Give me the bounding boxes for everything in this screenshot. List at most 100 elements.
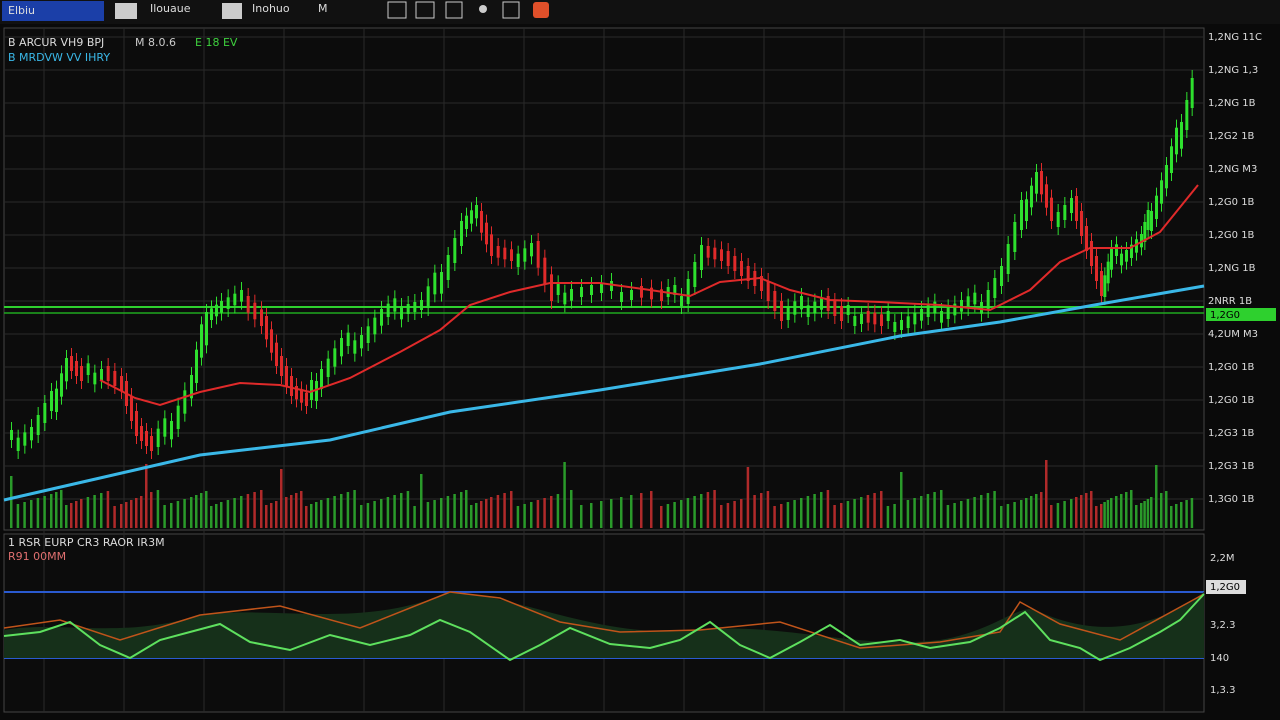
candle xyxy=(140,426,143,441)
candle xyxy=(1155,195,1158,219)
candle xyxy=(50,391,53,411)
volume-bar xyxy=(550,496,553,528)
volume xyxy=(10,460,1194,528)
volume-bar xyxy=(866,495,870,528)
candle xyxy=(86,363,90,375)
volume-bar xyxy=(315,502,318,528)
indicator-axis-label: 140 xyxy=(1210,653,1229,664)
volume-bar xyxy=(453,494,456,528)
toolbar xyxy=(0,0,1280,24)
volume-bar xyxy=(205,491,208,528)
volume-bar xyxy=(275,501,278,528)
volume-bar xyxy=(226,500,230,528)
legend-text: B ARCUR VH9 BPJ xyxy=(8,36,104,49)
candle xyxy=(1130,244,1133,258)
candle xyxy=(893,322,897,332)
candle xyxy=(1160,180,1163,204)
volume-bar xyxy=(386,497,390,528)
candle xyxy=(190,375,193,399)
volume-bar xyxy=(1115,496,1118,528)
volume-bar xyxy=(360,505,363,528)
volume-bar xyxy=(1190,498,1194,528)
candle xyxy=(346,332,350,346)
volume-bar xyxy=(940,490,943,528)
candle xyxy=(640,286,643,298)
candle xyxy=(1190,78,1194,108)
candle xyxy=(305,392,308,406)
toolbar-icon[interactable] xyxy=(115,3,137,19)
volume-bar xyxy=(590,503,593,528)
volume-bar xyxy=(170,503,173,528)
candle xyxy=(426,286,430,308)
candle xyxy=(156,428,160,447)
candle xyxy=(220,301,223,313)
volume-bar xyxy=(1090,491,1093,528)
toolbar-badge[interactable] xyxy=(2,1,104,21)
volume-bar xyxy=(713,490,716,528)
volume-bar xyxy=(1146,499,1150,528)
candle xyxy=(265,316,268,340)
volume-bar xyxy=(1185,500,1188,528)
volume-bar xyxy=(880,491,883,528)
volume-bar xyxy=(1120,494,1123,528)
candle xyxy=(36,415,40,435)
volume-bar xyxy=(563,462,566,528)
toolbar-icon[interactable] xyxy=(415,1,435,19)
volume-bar xyxy=(543,498,546,528)
candle xyxy=(980,302,983,314)
candle xyxy=(516,253,520,267)
toolbar-icon[interactable] xyxy=(502,1,520,19)
volume-bar xyxy=(1063,501,1066,528)
volume-bar xyxy=(1035,494,1038,528)
volume-bar xyxy=(1140,503,1143,528)
volume-bar xyxy=(406,491,410,528)
toolbar-item[interactable]: M xyxy=(318,2,328,15)
indicator-axis-label: 2,2M xyxy=(1210,553,1235,564)
candle xyxy=(183,390,187,414)
candle xyxy=(900,320,903,330)
volume-bar xyxy=(295,493,298,528)
volume-bar xyxy=(873,493,876,528)
volume-bar xyxy=(720,505,723,528)
candle xyxy=(973,292,977,305)
toolbar-item[interactable]: Ilouaue xyxy=(150,2,191,15)
toolbar-icon[interactable] xyxy=(479,5,487,13)
volume-bar xyxy=(1170,506,1173,528)
price-axis-label: 1,2G0 1B xyxy=(1208,362,1255,373)
price-axis-label: 1,3G0 1B xyxy=(1208,494,1255,505)
volume-bar xyxy=(1080,495,1083,528)
volume-bar xyxy=(446,496,450,528)
volume-bar xyxy=(1025,498,1028,528)
volume-bar xyxy=(326,498,330,528)
candle xyxy=(933,301,937,314)
indicator-signal xyxy=(3,591,1205,649)
candle xyxy=(1165,165,1168,189)
candle xyxy=(706,246,710,258)
volume-bar xyxy=(130,500,133,528)
candle xyxy=(786,306,790,320)
candle xyxy=(295,386,298,400)
volume-bar xyxy=(253,492,256,528)
volume-bar xyxy=(270,503,273,528)
candle xyxy=(475,205,478,219)
volume-bar xyxy=(813,494,816,528)
candle xyxy=(590,285,593,295)
volume-bar xyxy=(993,491,996,528)
volume-bar xyxy=(853,499,856,528)
price-axis-label: 1,2G3 1B xyxy=(1208,428,1255,439)
volume-bar xyxy=(726,503,730,528)
candle xyxy=(806,305,810,317)
candle xyxy=(373,317,377,335)
candle xyxy=(465,215,468,229)
toolbar-icon[interactable] xyxy=(445,1,463,19)
candle xyxy=(393,298,397,312)
volume-bar xyxy=(65,505,68,528)
toolbar-item[interactable]: Inohuo xyxy=(252,2,290,15)
volume-bar xyxy=(806,496,810,528)
toolbar-icon[interactable] xyxy=(387,1,407,19)
candle xyxy=(860,314,863,324)
volume-bar xyxy=(75,501,78,528)
toolbar-icon[interactable] xyxy=(533,2,549,18)
toolbar-icon[interactable] xyxy=(222,3,242,19)
